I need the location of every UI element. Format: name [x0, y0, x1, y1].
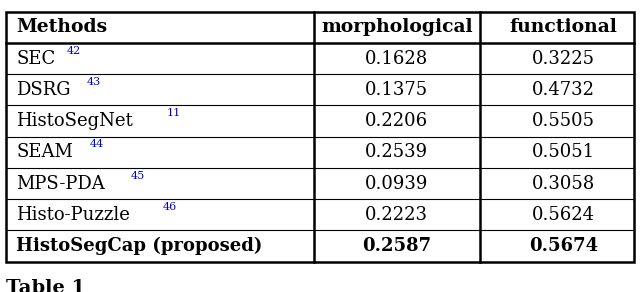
Text: 43: 43: [86, 77, 100, 87]
Text: 0.2223: 0.2223: [365, 206, 428, 224]
Text: 0.3058: 0.3058: [532, 175, 595, 192]
Text: 0.2539: 0.2539: [365, 143, 428, 161]
Text: 0.2206: 0.2206: [365, 112, 428, 130]
Text: 0.3225: 0.3225: [532, 50, 595, 67]
Text: 0.0939: 0.0939: [365, 175, 429, 192]
Text: Table 1: Table 1: [6, 279, 86, 292]
Text: HistoSegNet: HistoSegNet: [16, 112, 132, 130]
Text: 45: 45: [131, 171, 145, 181]
Text: 11: 11: [166, 108, 181, 118]
Text: SEAM: SEAM: [16, 143, 73, 161]
Text: 0.5505: 0.5505: [532, 112, 595, 130]
Text: 0.5674: 0.5674: [529, 237, 598, 255]
Text: 0.1375: 0.1375: [365, 81, 428, 99]
Text: 42: 42: [67, 46, 81, 56]
Text: Histo-Puzzle: Histo-Puzzle: [16, 206, 130, 224]
Text: 46: 46: [163, 202, 177, 212]
Text: SEC: SEC: [16, 50, 55, 67]
Text: HistoSegCap (proposed): HistoSegCap (proposed): [16, 237, 262, 255]
Text: DSRG: DSRG: [16, 81, 70, 99]
Text: 0.4732: 0.4732: [532, 81, 595, 99]
Text: Methods: Methods: [16, 18, 107, 36]
Text: 0.5624: 0.5624: [532, 206, 595, 224]
Text: 0.2587: 0.2587: [362, 237, 431, 255]
Text: 0.1628: 0.1628: [365, 50, 428, 67]
Text: 44: 44: [90, 140, 104, 150]
Text: MPS-PDA: MPS-PDA: [16, 175, 105, 192]
Text: 0.5051: 0.5051: [532, 143, 595, 161]
Text: morphological: morphological: [321, 18, 472, 36]
Text: functional: functional: [509, 18, 617, 36]
